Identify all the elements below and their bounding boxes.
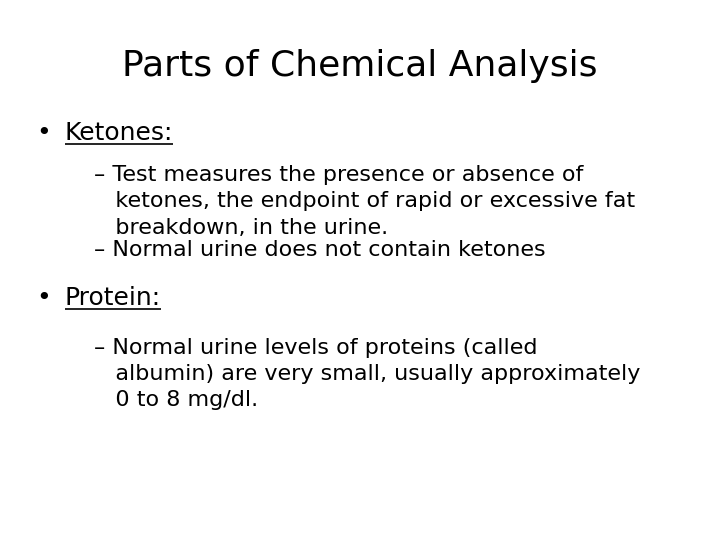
Text: – Normal urine does not contain ketones: – Normal urine does not contain ketones [94,240,545,260]
Text: Parts of Chemical Analysis: Parts of Chemical Analysis [122,49,598,83]
Text: – Test measures the presence or absence of
   ketones, the endpoint of rapid or : – Test measures the presence or absence … [94,165,635,238]
Text: •: • [36,122,50,145]
Text: •: • [36,286,50,310]
Text: Protein:: Protein: [65,286,161,310]
Text: – Normal urine levels of proteins (called
   albumin) are very small, usually ap: – Normal urine levels of proteins (calle… [94,338,640,410]
Text: Ketones:: Ketones: [65,122,174,145]
